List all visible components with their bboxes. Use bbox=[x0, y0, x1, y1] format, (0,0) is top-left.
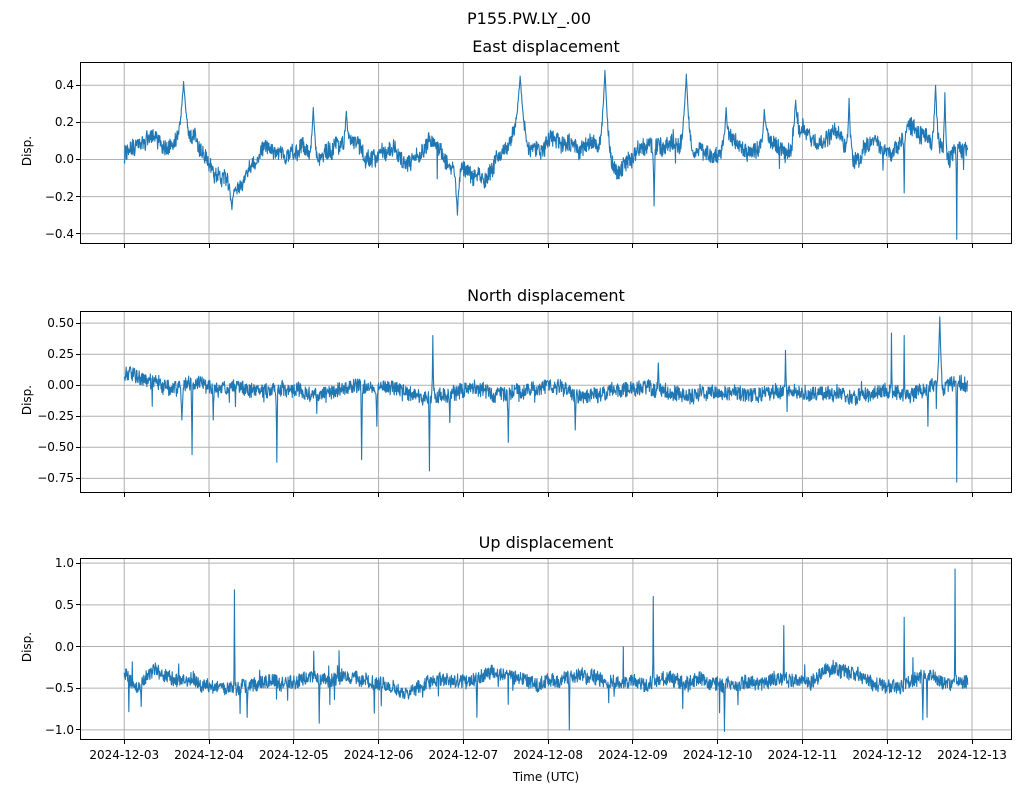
x-tickmark bbox=[293, 740, 295, 744]
y-tickmark bbox=[76, 158, 80, 160]
x-tickmark bbox=[632, 493, 634, 497]
y-tick-label: −0.25 bbox=[37, 409, 74, 424]
y-tickmark bbox=[76, 604, 80, 606]
x-tickmark bbox=[632, 244, 634, 248]
displacement-series-line bbox=[123, 316, 969, 483]
x-tick-label: 2024-12-03 bbox=[89, 748, 160, 762]
subplot-title-up: Up displacement bbox=[478, 533, 614, 552]
x-tick-label: 2024-12-09 bbox=[598, 748, 668, 762]
displacement-series-line bbox=[123, 568, 969, 733]
x-tick-label: 2024-12-13 bbox=[937, 748, 1007, 762]
y-tick-label: −0.4 bbox=[44, 226, 74, 241]
x-tickmark bbox=[717, 493, 719, 497]
x-tickmark bbox=[632, 740, 634, 744]
x-tickmark bbox=[971, 493, 973, 497]
x-tickmark bbox=[547, 740, 549, 744]
x-tickmark bbox=[378, 493, 380, 497]
x-axis-label: Time (UTC) bbox=[512, 770, 580, 784]
x-tick-label: 2024-12-06 bbox=[343, 748, 414, 762]
y-tick-label: −1.0 bbox=[44, 722, 74, 737]
x-tickmark bbox=[886, 740, 888, 744]
plot-area-east bbox=[81, 63, 1011, 243]
subplot-title-north: North displacement bbox=[467, 286, 625, 305]
x-tickmark bbox=[123, 244, 125, 248]
y-tick-label: 0.2 bbox=[54, 115, 74, 130]
x-tickmark bbox=[801, 740, 803, 744]
y-tick-label: −0.5 bbox=[44, 681, 74, 696]
y-tick-label: 0.4 bbox=[54, 78, 74, 93]
x-tickmark bbox=[462, 740, 464, 744]
x-tickmark bbox=[123, 740, 125, 744]
y-tick-label: 0.00 bbox=[47, 378, 74, 393]
figure-suptitle: P155.PW.LY_.00 bbox=[467, 9, 591, 28]
x-tickmark bbox=[547, 493, 549, 497]
x-tickmark bbox=[123, 493, 125, 497]
x-tickmark bbox=[801, 493, 803, 497]
y-tickmark bbox=[76, 562, 80, 564]
x-tick-label: 2024-12-05 bbox=[258, 748, 329, 762]
y-tick-label: −0.2 bbox=[44, 189, 74, 204]
axes-frame bbox=[80, 558, 1012, 740]
y-tickmark bbox=[76, 384, 80, 386]
x-tickmark bbox=[462, 493, 464, 497]
x-tickmark bbox=[886, 244, 888, 248]
x-tickmark bbox=[717, 740, 719, 744]
y-tickmark bbox=[76, 84, 80, 86]
y-tick-label: 0.0 bbox=[54, 152, 74, 167]
y-tickmark bbox=[76, 687, 80, 689]
x-tickmark bbox=[971, 244, 973, 248]
y-tick-label: −0.50 bbox=[37, 440, 74, 455]
x-tickmark bbox=[293, 493, 295, 497]
plot-area-up bbox=[81, 559, 1011, 739]
x-tick-label: 2024-12-07 bbox=[428, 748, 499, 762]
axes-frame bbox=[80, 311, 1012, 493]
y-tickmark bbox=[76, 729, 80, 731]
x-tickmark bbox=[462, 244, 464, 248]
y-tick-label: −0.75 bbox=[37, 471, 74, 486]
y-tickmark bbox=[76, 646, 80, 647]
x-tickmark bbox=[717, 244, 719, 248]
x-tickmark bbox=[801, 244, 803, 248]
x-tickmark bbox=[208, 493, 210, 497]
y-tickmark bbox=[76, 121, 80, 123]
axes-frame bbox=[80, 62, 1012, 244]
plot-area-north bbox=[81, 312, 1011, 492]
x-tickmark bbox=[378, 244, 380, 248]
y-tickmark bbox=[76, 233, 80, 235]
y-tick-label: 0.0 bbox=[54, 639, 74, 654]
y-axis-label-north: Disp. bbox=[20, 384, 34, 416]
x-tickmark bbox=[378, 740, 380, 744]
x-tickmark bbox=[208, 244, 210, 248]
y-tickmark bbox=[76, 196, 80, 198]
x-tick-label: 2024-12-11 bbox=[767, 748, 838, 762]
y-tickmark bbox=[76, 322, 80, 324]
y-tickmark bbox=[76, 446, 80, 448]
x-tick-label: 2024-12-10 bbox=[682, 748, 753, 762]
x-tick-label: 2024-12-04 bbox=[174, 748, 244, 762]
y-tick-label: 1.0 bbox=[54, 556, 74, 571]
x-tick-label: 2024-12-12 bbox=[852, 748, 923, 762]
x-tickmark bbox=[547, 244, 549, 248]
x-tickmark bbox=[886, 493, 888, 497]
y-tickmark bbox=[76, 415, 80, 417]
x-tick-label: 2024-12-08 bbox=[513, 748, 583, 762]
x-tickmark bbox=[971, 740, 973, 744]
subplot-title-east: East displacement bbox=[472, 37, 620, 56]
y-tickmark bbox=[76, 353, 80, 355]
x-tickmark bbox=[293, 244, 295, 248]
y-tickmark bbox=[76, 477, 80, 479]
y-tick-label: 0.50 bbox=[47, 316, 74, 331]
displacement-series-line bbox=[123, 69, 969, 240]
y-tick-label: 0.25 bbox=[47, 347, 74, 362]
x-tickmark bbox=[208, 740, 210, 744]
y-tick-label: 0.5 bbox=[54, 597, 74, 612]
